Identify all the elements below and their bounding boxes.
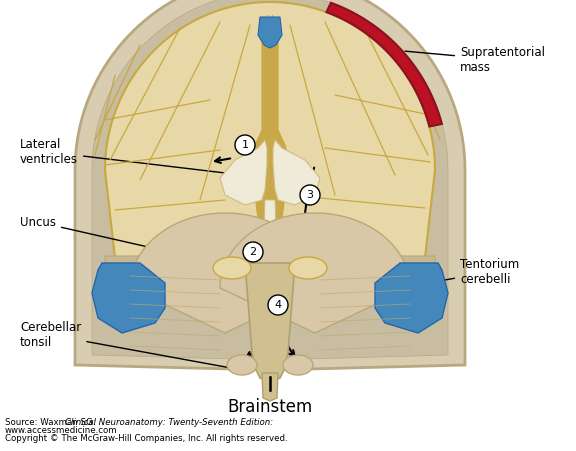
Polygon shape [105,2,435,258]
Polygon shape [105,256,435,270]
Polygon shape [262,373,278,401]
Polygon shape [220,140,267,205]
Polygon shape [250,20,290,250]
Polygon shape [375,263,448,333]
Polygon shape [264,200,276,235]
Circle shape [300,185,320,205]
Polygon shape [245,263,295,381]
Polygon shape [273,140,320,205]
Text: Copyright © The McGraw-Hill Companies, Inc. All rights reserved.: Copyright © The McGraw-Hill Companies, I… [5,434,287,443]
Text: Uncus: Uncus [20,216,229,265]
Ellipse shape [289,257,327,279]
Text: Source: Waxman SG:: Source: Waxman SG: [5,418,98,427]
Text: Tentorium
cerebelli: Tentorium cerebelli [403,258,519,287]
Circle shape [268,295,288,315]
Ellipse shape [213,257,251,279]
Polygon shape [92,263,165,333]
Polygon shape [327,3,442,127]
Polygon shape [75,0,465,370]
Polygon shape [258,17,282,48]
Text: Supratentorial
mass: Supratentorial mass [405,46,545,74]
Text: 4: 4 [274,300,282,310]
Ellipse shape [283,355,313,375]
Text: 1: 1 [241,140,248,150]
Text: Clinical Neuroanatomy: Twenty-Seventh Edition:: Clinical Neuroanatomy: Twenty-Seventh Ed… [65,418,273,427]
Polygon shape [130,213,320,333]
Text: 2: 2 [249,247,256,257]
Text: Lateral
ventricles: Lateral ventricles [20,138,239,175]
Circle shape [243,242,263,262]
Text: www.accessmedicine.com: www.accessmedicine.com [5,426,118,435]
Text: Brainstem: Brainstem [228,398,313,416]
Circle shape [235,135,255,155]
Polygon shape [220,213,410,333]
Text: 3: 3 [306,190,313,200]
Ellipse shape [227,355,257,375]
Polygon shape [92,0,448,360]
Text: Cerebellar
tonsil: Cerebellar tonsil [20,321,239,369]
